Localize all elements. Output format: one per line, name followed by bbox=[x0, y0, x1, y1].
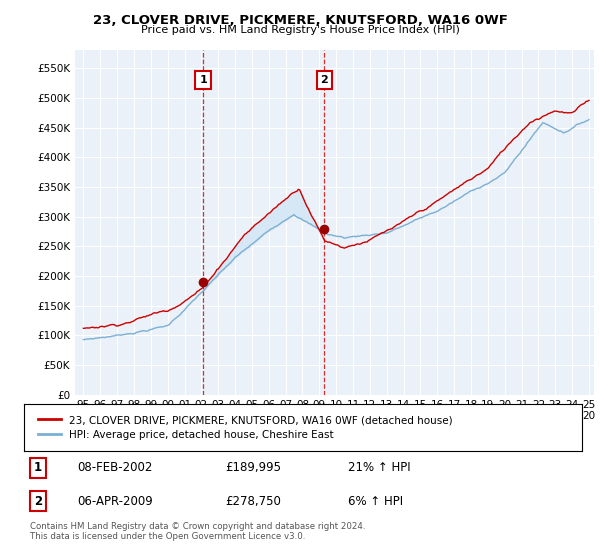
Text: 1: 1 bbox=[34, 461, 42, 474]
Text: Contains HM Land Registry data © Crown copyright and database right 2024.
This d: Contains HM Land Registry data © Crown c… bbox=[30, 522, 365, 542]
Text: 21% ↑ HPI: 21% ↑ HPI bbox=[347, 461, 410, 474]
Text: £278,750: £278,750 bbox=[225, 494, 281, 508]
Text: £189,995: £189,995 bbox=[225, 461, 281, 474]
Text: 1: 1 bbox=[199, 75, 207, 85]
Text: 23, CLOVER DRIVE, PICKMERE, KNUTSFORD, WA16 0WF: 23, CLOVER DRIVE, PICKMERE, KNUTSFORD, W… bbox=[92, 14, 508, 27]
Text: 08-FEB-2002: 08-FEB-2002 bbox=[77, 461, 152, 474]
Text: 2: 2 bbox=[320, 75, 328, 85]
Legend: 23, CLOVER DRIVE, PICKMERE, KNUTSFORD, WA16 0WF (detached house), HPI: Average p: 23, CLOVER DRIVE, PICKMERE, KNUTSFORD, W… bbox=[32, 409, 460, 446]
Text: 6% ↑ HPI: 6% ↑ HPI bbox=[347, 494, 403, 508]
Text: 2: 2 bbox=[34, 494, 42, 508]
Text: 06-APR-2009: 06-APR-2009 bbox=[77, 494, 153, 508]
Text: Price paid vs. HM Land Registry's House Price Index (HPI): Price paid vs. HM Land Registry's House … bbox=[140, 25, 460, 35]
